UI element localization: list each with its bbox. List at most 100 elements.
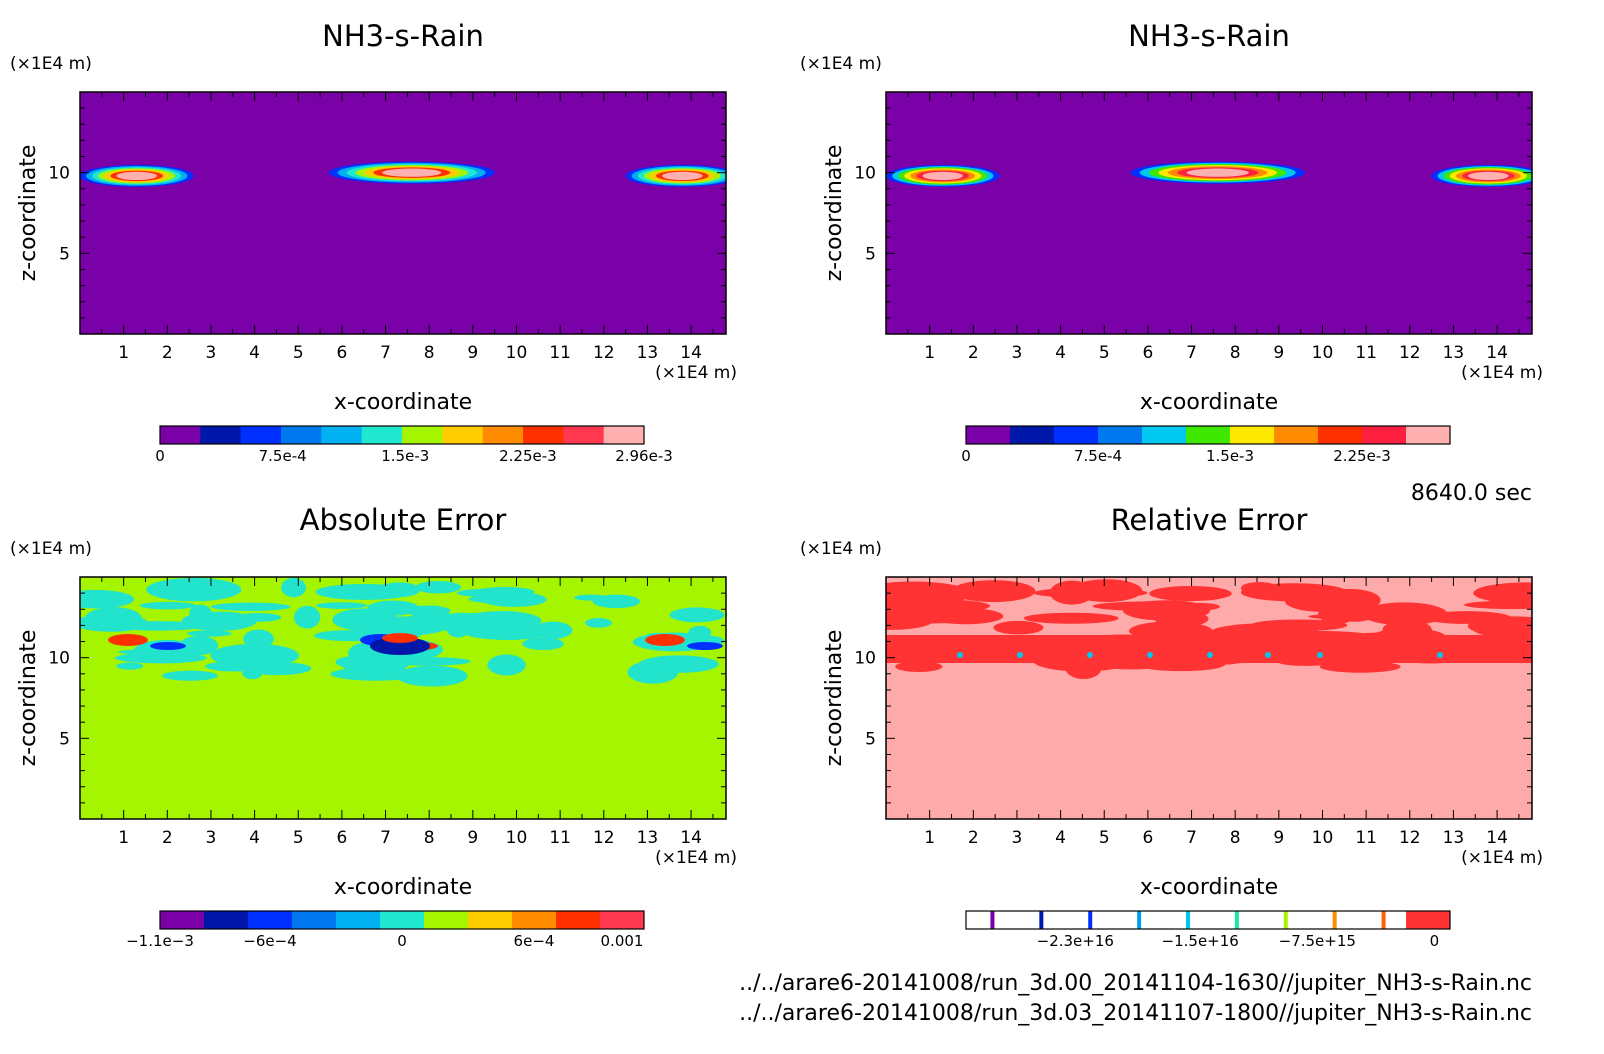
x-tick-label: 12 (593, 343, 615, 363)
error-patch (210, 602, 291, 611)
x-tick-label: 1 (924, 343, 935, 363)
error-peak (645, 634, 685, 646)
x-tick-label: 14 (1486, 828, 1508, 848)
colorbar-swatch (600, 911, 645, 929)
error-patch (522, 637, 564, 651)
colorbar-level-line (1234, 911, 1239, 929)
x-tick-label: 6 (1142, 343, 1153, 363)
z-tick-label: 5 (865, 244, 876, 264)
colorbar-swatch (1230, 426, 1275, 444)
plot-area (80, 92, 726, 334)
error-spot (1017, 652, 1023, 658)
panel-nh3-run03: NH3-s-Rain (×1E4 m) 1 2 3 4 5 6 7 8 9 10 11 12 13 145… (800, 19, 1543, 506)
colorbar-label: 2.96e-3 (615, 447, 673, 465)
error-patch (139, 601, 196, 610)
z-tick-label: 10 (854, 164, 876, 184)
error-patch (210, 643, 299, 668)
x-tick-label: 6 (1142, 828, 1153, 848)
error-patch (235, 613, 282, 622)
colorbar-swatch (1406, 911, 1451, 929)
colorbar-label: 0.001 (601, 932, 644, 950)
error-patch (1208, 623, 1320, 644)
x-tick-label: 1 (118, 343, 129, 363)
colorbar-label: 1.5e-3 (1206, 447, 1254, 465)
error-patch (1149, 585, 1232, 602)
error-spot (1147, 652, 1153, 658)
colorbar-swatch (248, 911, 293, 929)
plot-frame (79, 576, 727, 820)
x-tick-label: 13 (1443, 828, 1465, 848)
colorbar-swatch (1274, 426, 1319, 444)
colorbar-swatch (321, 426, 363, 444)
error-patch (1499, 641, 1532, 655)
y-axis-label: z-coordinate (822, 145, 847, 282)
colorbar-swatch (1406, 426, 1451, 444)
panel-nh3-run00: NH3-s-Rain (×1E4 m) 1 2 3 4 5 6 7 8 9 10 11 12 13 145… (10, 19, 737, 465)
x-tick-label: 3 (1012, 343, 1023, 363)
x-tick-label: 6 (336, 828, 347, 848)
error-patch (1422, 611, 1511, 624)
x-tick-label: 1 (924, 828, 935, 848)
colorbar-label: 0 (1430, 932, 1440, 950)
error-patch (175, 585, 203, 592)
x-axis-label: x-coordinate (1140, 875, 1278, 900)
x-tick-label: 9 (467, 828, 478, 848)
x-unit-label: (×1E4 m) (655, 363, 737, 383)
colorbar-swatch (442, 426, 484, 444)
contour-band (1186, 168, 1249, 177)
colorbar-swatch (512, 911, 557, 929)
colorbar-swatch (160, 911, 205, 929)
z-tick-label: 5 (59, 729, 70, 749)
x-unit-label: (×1E4 m) (655, 848, 737, 868)
error-patch (669, 607, 725, 623)
colorbar-frame (965, 425, 1451, 445)
error-patch (243, 629, 274, 649)
y-axis-label: z-coordinate (16, 145, 41, 282)
y-axis-label: z-coordinate (822, 630, 847, 767)
error-patch (592, 594, 641, 609)
error-patch (1069, 581, 1109, 601)
x-tick-label: 4 (249, 828, 260, 848)
error-patch (1277, 657, 1335, 666)
panel-title: Absolute Error (300, 503, 507, 537)
colorbar: 0 7.5e-4 1.5e-3 2.25e-3 2.96e-3 (155, 425, 673, 465)
z-tick-label: 10 (48, 649, 70, 669)
error-spot (1265, 652, 1271, 658)
colorbar: 0 7.5e-4 1.5e-3 2.25e-3 (961, 425, 1451, 465)
colorbar-swatch (292, 911, 337, 929)
contour-band (662, 171, 703, 181)
error-patch (975, 584, 1027, 593)
error-patch (1137, 657, 1226, 672)
colorbar-label: 2.25e-3 (1333, 447, 1391, 465)
x-tick-label: 7 (1186, 828, 1197, 848)
x-tick-label: 13 (637, 828, 659, 848)
error-patch (80, 589, 135, 609)
colorbar-swatch (402, 426, 443, 444)
error-patch (1128, 621, 1213, 641)
error-spot (1317, 652, 1323, 658)
x-tick-label: 9 (1273, 828, 1284, 848)
colorbar-swatch (1230, 911, 1275, 929)
panel-title: Relative Error (1111, 503, 1308, 537)
z-unit-label: (×1E4 m) (10, 54, 92, 74)
x-tick-label: 10 (1312, 343, 1334, 363)
contour-features (80, 577, 725, 687)
x-tick-label: 8 (424, 828, 435, 848)
x-unit-label: (×1E4 m) (1461, 363, 1543, 383)
error-patch (84, 607, 143, 631)
x-tick-label: 14 (680, 828, 702, 848)
x-tick-label: 6 (336, 343, 347, 363)
panel-title: NH3-s-Rain (322, 19, 484, 53)
error-trough (370, 637, 430, 655)
error-spot (1207, 652, 1213, 658)
colorbar-swatch (563, 426, 605, 444)
error-patch (1427, 650, 1525, 663)
x-tick-label: 2 (162, 343, 173, 363)
x-tick-label: 5 (1099, 828, 1110, 848)
error-patch (116, 662, 144, 670)
